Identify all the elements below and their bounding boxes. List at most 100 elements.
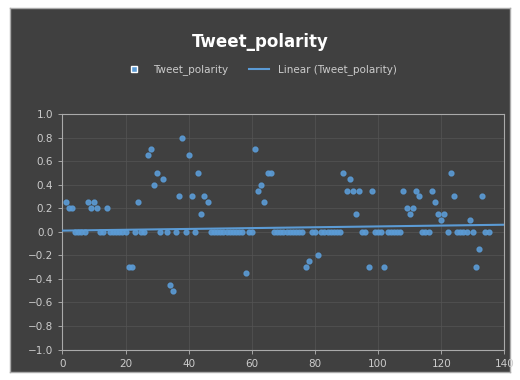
Point (270, 229, 278, 235)
Point (90, 200, 98, 206)
Point (282, 229, 291, 235)
Point (118, 229, 126, 235)
Point (147, 146, 155, 152)
Point (99, 229, 108, 235)
Point (305, 258, 313, 264)
Point (210, 229, 218, 235)
Point (447, 170, 455, 176)
Legend: Tweet_polarity, Linear (Tweet_polarity): Tweet_polarity, Linear (Tweet_polarity) (119, 60, 401, 79)
Point (342, 188, 350, 194)
Point (478, 193, 487, 200)
Point (292, 229, 300, 235)
Point (462, 229, 471, 235)
Point (178, 135, 187, 141)
Point (267, 170, 275, 176)
Point (261, 200, 269, 206)
Point (308, 229, 316, 235)
Point (314, 252, 322, 258)
Point (349, 188, 357, 194)
Point (216, 229, 225, 235)
Point (251, 146, 259, 152)
Point (226, 229, 234, 235)
Point (302, 264, 310, 270)
Point (115, 229, 123, 235)
Point (64, 205, 73, 211)
Point (112, 229, 120, 235)
Point (352, 211, 360, 217)
Point (219, 229, 228, 235)
Point (485, 229, 493, 235)
Point (472, 264, 480, 270)
Point (276, 229, 284, 235)
Point (390, 229, 398, 235)
Point (285, 229, 294, 235)
Point (102, 205, 111, 211)
Point (396, 229, 405, 235)
Point (402, 205, 411, 211)
Point (185, 152, 193, 158)
Point (93, 205, 101, 211)
Point (406, 211, 414, 217)
Point (241, 270, 250, 276)
Point (84, 200, 92, 206)
Point (279, 229, 288, 235)
Text: Tweet_polarity: Tweet_polarity (191, 33, 329, 51)
Point (431, 200, 439, 206)
Point (336, 229, 344, 235)
Point (345, 176, 354, 182)
Point (254, 188, 262, 194)
Point (162, 229, 171, 235)
Point (358, 229, 367, 235)
Point (188, 193, 196, 200)
Point (327, 229, 335, 235)
Point (298, 229, 306, 235)
Point (482, 229, 490, 235)
Point (393, 229, 401, 235)
Point (273, 229, 281, 235)
Point (333, 229, 341, 235)
Point (434, 211, 442, 217)
Point (456, 229, 464, 235)
Point (339, 170, 347, 176)
Point (412, 188, 420, 194)
Point (213, 229, 222, 235)
Point (361, 229, 370, 235)
Point (223, 229, 231, 235)
Point (289, 229, 297, 235)
Point (156, 229, 164, 235)
Point (80, 229, 88, 235)
Point (125, 264, 133, 270)
Point (229, 229, 237, 235)
Point (365, 264, 373, 270)
Point (424, 229, 433, 235)
Point (200, 193, 209, 200)
Point (71, 229, 79, 235)
Point (415, 193, 423, 200)
Point (238, 229, 246, 235)
Point (295, 229, 303, 235)
Point (159, 176, 167, 182)
Point (109, 229, 117, 235)
Point (399, 188, 408, 194)
Point (181, 229, 190, 235)
Point (140, 229, 149, 235)
Point (191, 229, 199, 235)
Point (96, 229, 105, 235)
Point (377, 229, 385, 235)
Point (244, 229, 253, 235)
Point (453, 229, 461, 235)
Point (409, 205, 417, 211)
Point (248, 229, 256, 235)
Point (74, 229, 82, 235)
Point (194, 170, 202, 176)
Point (172, 229, 180, 235)
Point (150, 182, 158, 188)
Point (371, 229, 379, 235)
Point (134, 200, 142, 206)
Point (68, 205, 76, 211)
Point (153, 170, 161, 176)
Point (206, 229, 215, 235)
Point (137, 229, 146, 235)
Point (165, 282, 174, 288)
Point (77, 229, 85, 235)
